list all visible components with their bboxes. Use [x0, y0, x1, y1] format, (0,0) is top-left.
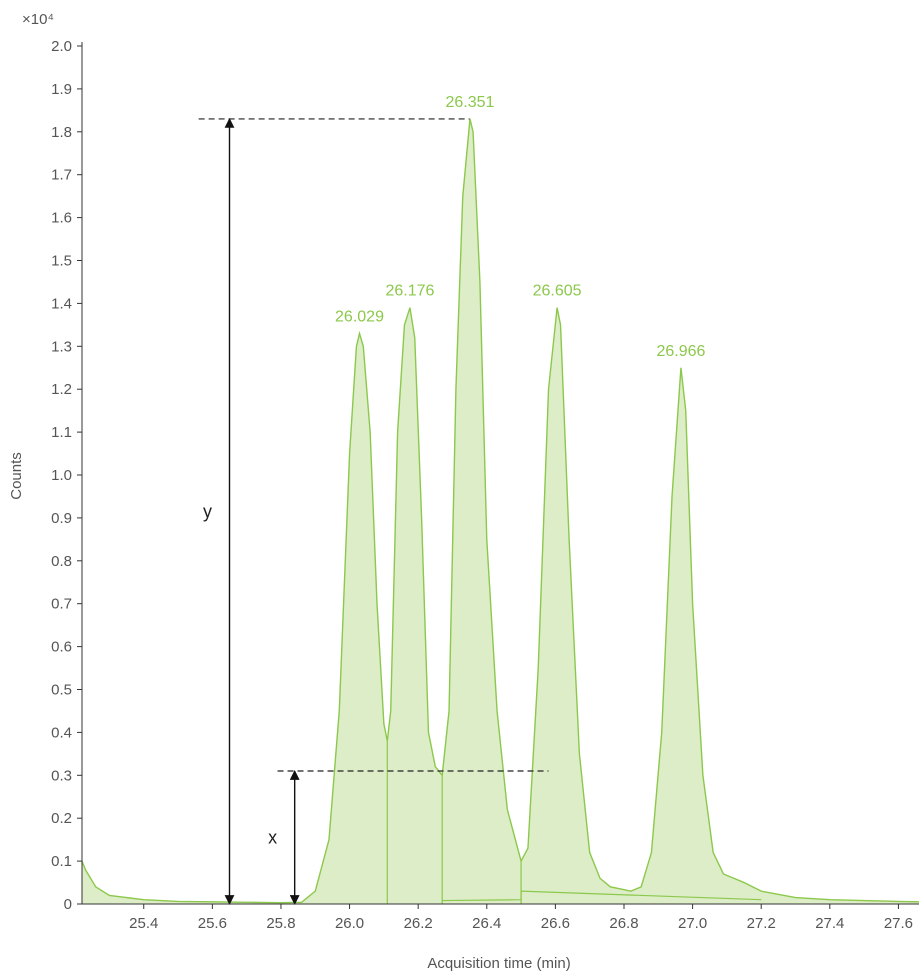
- x-axis-title: Acquisition time (min): [427, 955, 570, 972]
- peak-label: 26.605: [533, 283, 582, 300]
- y-tick-label: 0.4: [51, 724, 72, 741]
- y-tick-label: 1.5: [51, 253, 72, 270]
- y-tick-label: 1.0: [51, 467, 72, 484]
- peak-label: 26.029: [335, 308, 384, 325]
- x-tick-label: 27.2: [747, 915, 776, 932]
- y-axis-ticks: 0 0.1 0.2 0.3 0.4 0.5 0.6 0.7 0.8 0.9 1.0 1.1 1.2 1.3…: [51, 38, 82, 913]
- x-tick-label: 26.2: [404, 915, 433, 932]
- y-tick-label: 0.9: [51, 510, 72, 527]
- x-tick-label: 26.6: [541, 915, 570, 932]
- integration-dividers: [386, 740, 762, 904]
- y-tick-label: 1.2: [51, 381, 72, 398]
- x-tick-label: 25.8: [266, 915, 295, 932]
- arrow-label-y: y: [203, 501, 212, 521]
- y-tick-label: 1.7: [51, 167, 72, 184]
- y-tick-label: 1.3: [51, 338, 72, 355]
- y-tick-label: 0.6: [51, 639, 72, 656]
- chromatogram-line: [81, 118, 919, 904]
- y-tick-label: 0.8: [51, 553, 72, 570]
- x-tick-label: 25.4: [129, 915, 158, 932]
- integration-baseline: [442, 890, 762, 902]
- y-tick-label: 0.3: [51, 767, 72, 784]
- x-tick-label: 27.6: [884, 915, 913, 932]
- y-tick-label: 1.6: [51, 210, 72, 227]
- y-tick-label: 0.2: [51, 810, 72, 827]
- y-axis-multiplier: ×10⁴: [22, 11, 54, 28]
- y-tick-label: 0: [64, 896, 72, 913]
- x-tick-label: 26.8: [609, 915, 638, 932]
- y-tick-label: 1.1: [51, 424, 72, 441]
- y-tick-label: 0.5: [51, 682, 72, 699]
- y-tick-label: 1.9: [51, 81, 72, 98]
- y-tick-label: 0.1: [51, 853, 72, 870]
- plot-area: [81, 118, 919, 905]
- y-tick-label: 0.7: [51, 596, 72, 613]
- y-tick-label: 1.4: [51, 295, 72, 312]
- peak-label: 26.351: [446, 94, 495, 111]
- x-tick-label: 26.4: [472, 915, 501, 932]
- arrow-label-x: x: [268, 828, 277, 848]
- x-tick-label: 27.4: [815, 915, 844, 932]
- axes: 25.4 25.6 25.8 26.0 26.2 26.4 26.6 26.8 27.0 27.2…: [51, 38, 919, 932]
- y-axis-title: Counts: [8, 452, 25, 500]
- y-tick-label: 2.0: [51, 38, 72, 55]
- peak-label: 26.966: [656, 343, 705, 360]
- x-axis-ticks: 25.4 25.6 25.8 26.0 26.2 26.4 26.6 26.8 27.0 27.2…: [129, 904, 913, 932]
- y-tick-label: 1.8: [51, 124, 72, 141]
- x-tick-label: 26.0: [335, 915, 364, 932]
- peak-label: 26.176: [385, 283, 434, 300]
- x-tick-label: 27.0: [678, 915, 707, 932]
- x-tick-label: 25.6: [198, 915, 227, 932]
